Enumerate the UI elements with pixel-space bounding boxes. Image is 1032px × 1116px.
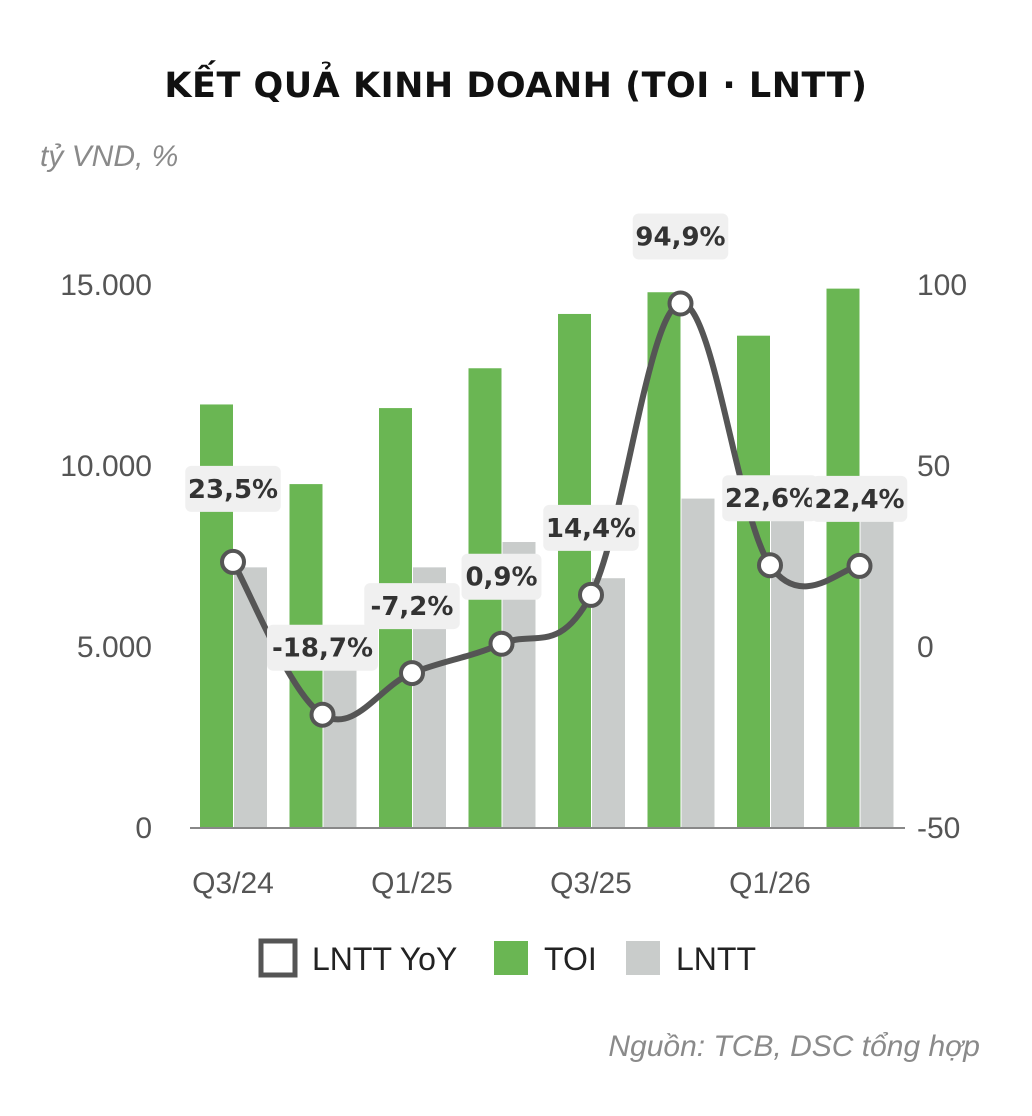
yoy-label-text: 22,4% <box>814 485 904 515</box>
x-tick-label: Q1/25 <box>371 867 453 900</box>
yoy-point-Q4-25 <box>667 290 694 317</box>
yoy-point-Q1-26 <box>757 552 783 579</box>
y-right-tick-label: 0 <box>917 631 934 664</box>
source-note: Nguồn: TCB, DSC tổng hợp <box>608 1030 980 1063</box>
bars-layer <box>200 288 894 829</box>
yoy-point-Q2-25 <box>488 630 515 657</box>
x-tick-label: Q1/26 <box>729 867 811 900</box>
legend-swatch-yoy <box>258 938 298 978</box>
yoy-data-label: 23,5% <box>185 465 281 512</box>
bar-lntt-Q3-25 <box>592 578 625 828</box>
bar-lntt-Q4-25 <box>681 498 715 828</box>
x-tick-label: Q3/25 <box>550 867 632 900</box>
legend-label-lntt: LNTT <box>676 941 756 977</box>
y-right-tick-label: 100 <box>917 269 967 302</box>
yoy-data-label: 14,4% <box>543 504 639 551</box>
yoy-point-Q4-24 <box>309 701 336 728</box>
y-left-tick-label: 5.000 <box>77 631 152 664</box>
yoy-data-label: -7,2% <box>364 583 460 630</box>
bar-toi-Q1-26 <box>737 335 770 828</box>
yoy-label-bg <box>364 583 460 630</box>
axis-labels-layer: 0 5.000 10.000 15.000 -50 0 50 100 Q3/24 Q1/25 Q3/… <box>60 269 967 900</box>
bar-toi-Q4-25 <box>647 292 681 828</box>
unit-label: tỷ VND, % <box>40 140 179 173</box>
y-right-tick-label: -50 <box>917 812 960 845</box>
yoy-label-text: -18,7% <box>272 634 373 664</box>
yoy-label-bg <box>722 475 818 522</box>
x-tick-label: Q3/24 <box>192 867 274 900</box>
y-left-tick-label: 10.000 <box>60 450 152 483</box>
yoy-label-text: 0,9% <box>465 563 537 593</box>
bar-lntt-Q4-24 <box>323 665 357 828</box>
legend-swatch-toi <box>494 941 528 975</box>
legend: LNTT YoY TOI LNTT <box>258 938 756 978</box>
bar-lntt-Q3-24 <box>234 567 267 828</box>
yoy-label-bg <box>632 213 729 260</box>
data-labels-layer: 23,5% -18,7% -7,2% 0,9% 14,4% 94,9% 22,6% 22,4% <box>185 213 908 671</box>
yoy-data-label: 94,9% <box>632 213 729 260</box>
yoy-point-Q3-24 <box>220 548 246 575</box>
legend-label-yoy: LNTT YoY <box>312 941 457 977</box>
y-right-tick-label: 50 <box>917 450 950 483</box>
yoy-data-label: 22,6% <box>722 475 818 522</box>
yoy-label-bg <box>461 553 542 600</box>
yoy-label-bg <box>267 624 378 671</box>
yoy-label-bg <box>543 504 639 551</box>
yoy-label-bg <box>811 475 908 522</box>
yoy-label-bg <box>185 465 281 512</box>
legend-label-toi: TOI <box>544 941 597 977</box>
yoy-label-text: 14,4% <box>546 514 636 544</box>
yoy-data-label: 0,9% <box>461 553 542 600</box>
yoy-point-Q1-25 <box>399 660 425 687</box>
yoy-point-Q2-26 <box>846 552 873 579</box>
y-left-tick-label: 15.000 <box>60 269 152 302</box>
yoy-data-label: -18,7% <box>267 624 378 671</box>
yoy-data-label: 22,4% <box>811 475 908 522</box>
yoy-point-Q3-25 <box>578 581 604 608</box>
yoy-label-text: 22,6% <box>725 484 815 514</box>
chart-title: KẾT QUẢ KINH DOANH (TOI · LNTT) <box>164 66 868 106</box>
yoy-label-text: 94,9% <box>635 222 725 252</box>
y-left-tick-label: 0 <box>135 812 152 845</box>
legend-swatch-lntt <box>626 941 660 975</box>
yoy-label-text: 23,5% <box>188 475 278 505</box>
yoy-label-text: -7,2% <box>371 592 454 622</box>
bar-toi-Q3-25 <box>558 313 591 829</box>
